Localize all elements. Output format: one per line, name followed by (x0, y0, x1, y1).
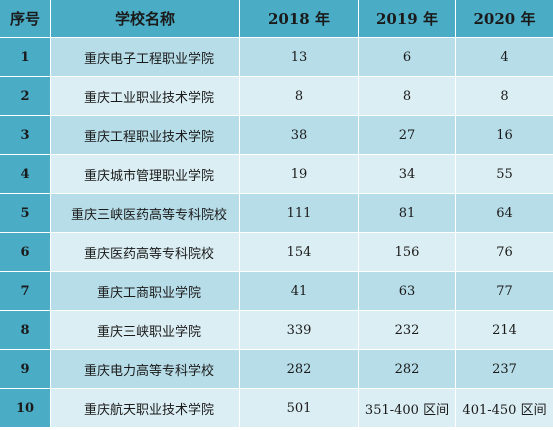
school-name: 重庆三峡医药高等专科院校 (51, 194, 240, 232)
table-row: 6 重庆医药高等专科院校 154 156 76 (0, 233, 553, 272)
row-index: 9 (0, 350, 51, 388)
value-2020: 55 (496, 166, 513, 182)
value-2019: 27 (359, 116, 456, 154)
table-row: 8 重庆三峡职业学院 339 232 214 (0, 311, 553, 350)
school-name: 重庆医药高等专科院校 (51, 233, 240, 271)
row-index: 5 (0, 194, 51, 232)
row-index: 8 (0, 311, 51, 349)
row-index: 2 (0, 77, 51, 115)
school-name: 重庆电子工程职业学院 (51, 38, 240, 76)
school-name: 重庆工业职业技术学院 (51, 77, 240, 115)
value-2018: 282 (240, 350, 359, 388)
row-index: 7 (0, 272, 51, 310)
value-2018: 339 (240, 311, 359, 349)
table-row: 4 重庆城市管理职业学院 19 34 55 (0, 155, 553, 194)
school-name: 重庆航天职业技术学院 (51, 389, 240, 427)
table-row: 5 重庆三峡医药高等专科院校 111 81 64 (0, 194, 553, 233)
row-index: 6 (0, 233, 51, 271)
header-2018: 2018 年 (240, 0, 359, 37)
value-2020: 214 (492, 322, 517, 338)
table-row: 9 重庆电力高等专科学校 282 282 237 (0, 350, 553, 389)
value-2020: 401-450 区间 (462, 402, 547, 418)
row-index: 3 (0, 116, 51, 154)
value-2018: 8 (240, 77, 359, 115)
value-2019: 351-400 区间 (359, 389, 456, 427)
school-name: 重庆工程职业技术学院 (51, 116, 240, 154)
value-2018: 19 (240, 155, 359, 193)
row-index: 1 (0, 38, 51, 76)
school-name: 重庆工商职业学院 (51, 272, 240, 310)
value-2019: 282 (359, 350, 456, 388)
table-row: 1 重庆电子工程职业学院 13 6 4 (0, 38, 553, 77)
value-2019: 6 (359, 38, 456, 76)
school-name: 重庆城市管理职业学院 (51, 155, 240, 193)
value-2019: 81 (359, 194, 456, 232)
value-2020: 76 (496, 244, 513, 260)
header-2019: 2019 年 (359, 0, 456, 37)
value-2020: 77 (496, 283, 513, 299)
table-row: 10 重庆航天职业技术学院 501 351-400 区间 401-450 区间 (0, 389, 553, 428)
school-name: 重庆电力高等专科学校 (51, 350, 240, 388)
value-2019: 156 (359, 233, 456, 271)
value-2020: 4 (500, 49, 509, 65)
value-2018: 38 (240, 116, 359, 154)
value-2018: 154 (240, 233, 359, 271)
table-header-row: 序号 学校名称 2018 年 2019 年 2020 年 (0, 0, 553, 38)
value-2019: 232 (359, 311, 456, 349)
value-2019: 34 (359, 155, 456, 193)
value-2019: 63 (359, 272, 456, 310)
value-2020: 8 (500, 88, 509, 104)
value-2018: 111 (240, 194, 359, 232)
header-school-name: 学校名称 (51, 0, 240, 37)
header-index: 序号 (0, 0, 51, 37)
table-row: 7 重庆工商职业学院 41 63 77 (0, 272, 553, 311)
value-2020: 64 (496, 205, 513, 221)
row-index: 4 (0, 155, 51, 193)
value-2020: 237 (492, 361, 517, 377)
value-2020: 16 (496, 127, 513, 143)
table-row: 2 重庆工业职业技术学院 8 8 8 (0, 77, 553, 116)
value-2019: 8 (359, 77, 456, 115)
school-name: 重庆三峡职业学院 (51, 311, 240, 349)
value-2018: 501 (240, 389, 359, 427)
row-index: 10 (0, 389, 51, 427)
table-row: 3 重庆工程职业技术学院 38 27 16 (0, 116, 553, 155)
value-2018: 13 (240, 38, 359, 76)
value-2018: 41 (240, 272, 359, 310)
header-2020: 2020 年 (473, 10, 536, 28)
